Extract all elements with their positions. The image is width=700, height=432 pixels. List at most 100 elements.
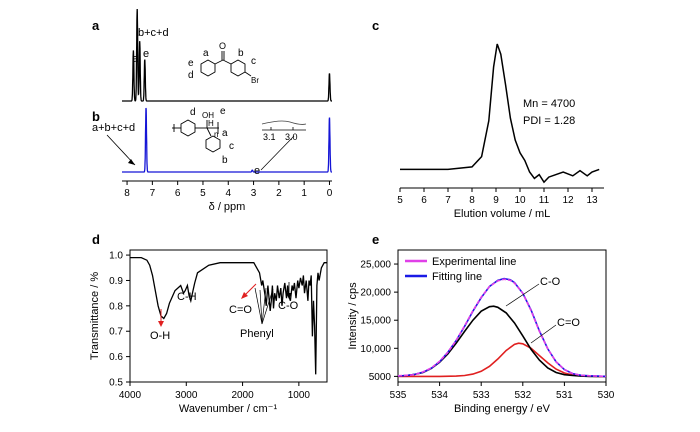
panel-label-d: d [92, 232, 100, 247]
nmr-a-series-line [122, 8, 332, 102]
ftir-x-tick-label-1: 3000 [175, 390, 198, 401]
xps-legend-label-fitting: Fitting line [432, 271, 482, 283]
ftir-y-tick-label-3: 0.8 [109, 301, 123, 312]
gpc-x-tick-label-6: 11 [539, 195, 550, 206]
ftir-x-tick-label-3: 1000 [288, 390, 311, 401]
nmr-a-annotation-a: a [132, 53, 139, 65]
ftir-annotation-phenyl: Phenyl [240, 328, 274, 340]
xps-annotation-c-double-o: C=O [557, 317, 580, 329]
ftir-plot-frame [129, 249, 328, 383]
ftir-oh-arrowhead [158, 321, 164, 327]
molecule-polymer [172, 119, 221, 153]
nmr-spectrum-b: 8 7 6 5 4 3 2 1 0 δ / ppm a+b+c+d e 3.1 3.0 [92, 106, 333, 213]
ftir-annotation-ch: C-H [177, 291, 197, 303]
ftir-y-tick-label-0: 0.5 [109, 378, 123, 389]
ftir-y-tick-label-4: 0.9 [109, 276, 123, 287]
nmr-x-axis-label: δ / ppm [209, 201, 246, 213]
ftir-co-arrowhead [241, 292, 248, 299]
nmr-a-annotation-bcd: b+c+d [138, 27, 169, 39]
nmr-x-tick-label-8: 0 [327, 188, 333, 199]
nmr-a-annotation-e: e [143, 48, 149, 60]
molecule-b-label-b: b [222, 155, 228, 166]
xps-y-tick-label-1: 10,000 [360, 344, 391, 355]
gpc-x-tick-label-3: 8 [469, 195, 475, 206]
molecule-a-label-e: e [188, 58, 194, 69]
nmr-inset [261, 120, 307, 131]
xps-x-tick-label-4: 531 [556, 390, 573, 401]
ftir-y-tick-label-2: 0.7 [109, 327, 123, 338]
molecule-4-bromobenzophenone [200, 51, 252, 77]
nmr-b-annotation-abcd: a+b+c+d [92, 122, 135, 134]
gpc-series-line [400, 43, 600, 184]
nmr-b-annotation-e: e [254, 165, 260, 177]
ftir-y-axis-label: Transmittance / % [89, 272, 101, 360]
nmr-x-tick-label-0: 8 [124, 188, 130, 199]
molecule-a-label-d: d [188, 70, 194, 81]
ftir-chart: 4000 3000 2000 1000 0.5 0.6 0.7 0.8 0.9 1.0 Waven… [89, 249, 328, 415]
nmr-x-tick-label-4: 4 [225, 188, 231, 199]
molecule-b-label-e: e [220, 106, 226, 117]
molecule-a-label-b: b [238, 48, 244, 59]
molecule-b-label-d: d [190, 107, 196, 118]
gpc-x-tick-label-7: 12 [562, 195, 574, 206]
nmr-x-tick-label-5: 3 [251, 188, 257, 199]
gpc-x-tick-label-0: 5 [397, 195, 403, 206]
molecule-b-label-h: H [208, 119, 214, 128]
molecule-a-label-br: Br [251, 76, 259, 85]
ftir-annotation-c-double-o: C=O [229, 304, 252, 316]
xps-x-tick-label-0: 535 [390, 390, 407, 401]
nmr-x-tick-label-1: 7 [150, 188, 156, 199]
xps-annotation-c-single-o: C-O [540, 276, 561, 288]
xps-x-tick-label-3: 532 [514, 390, 531, 401]
nmr-b-annotation-e-line [260, 135, 295, 171]
ftir-phenyl-arrow-1 [254, 287, 263, 325]
xps-legend-label-experimental: Experimental line [432, 256, 516, 268]
nmr-x-tick-label-6: 2 [276, 188, 282, 199]
molecule-b-label-n: n [214, 130, 218, 139]
xps-c-double-o-leader [530, 324, 557, 344]
gpc-annotation-pdi: PDI = 1.28 [523, 115, 575, 127]
xps-x-tick-label-2: 533 [473, 390, 490, 401]
xps-y-tick-label-3: 20,000 [360, 288, 391, 299]
ftir-x-tick-label-0: 4000 [119, 390, 142, 401]
xps-y-axis-label: Intensity / cps [347, 282, 359, 350]
gpc-x-ticks: 5 6 7 8 9 10 11 12 13 [397, 188, 598, 206]
ftir-phenyl-arrow-2 [259, 289, 263, 325]
nmr-inset-tick-3-0: 3.0 [285, 132, 298, 142]
xps-y-tick-label-4: 25,000 [360, 260, 391, 271]
molecule-b-label-oh: OH [202, 111, 214, 120]
ftir-phenyl-arrow-3 [261, 287, 267, 325]
ftir-c-o-arrowhead [286, 293, 292, 299]
xps-series-lines [397, 277, 607, 378]
xps-c-o-leader [505, 283, 540, 307]
panel-label-b: b [92, 109, 100, 124]
ftir-annotation-oh: O-H [150, 330, 170, 342]
panel-label-c: c [372, 18, 379, 33]
ftir-x-tick-label-2: 2000 [231, 390, 254, 401]
nmr-b-series-line [122, 107, 332, 173]
gpc-x-tick-label-1: 6 [421, 195, 427, 206]
ftir-annotation-c-single-o: C-O [278, 300, 299, 312]
panel-label-a: a [92, 18, 100, 33]
molecule-a-label-c: c [251, 56, 256, 67]
nmr-x-tick-label-7: 1 [301, 188, 307, 199]
xps-x-axis-label: Binding energy / eV [454, 403, 551, 415]
xps-x-tick-label-5: 530 [598, 390, 615, 401]
molecule-b-label-c: c [229, 141, 234, 152]
panel-label-e: e [372, 232, 379, 247]
xps-y-tick-label-0: 5000 [369, 372, 392, 383]
xps-plot-frame [397, 249, 607, 383]
nmr-x-ticks: 8 7 6 5 4 3 2 1 0 [124, 181, 333, 199]
molecule-a-label-o: O [219, 41, 226, 51]
nmr-x-tick-label-2: 6 [175, 188, 181, 199]
xps-series-line-0 [397, 278, 607, 378]
ftir-ticks: 4000 3000 2000 1000 0.5 0.6 0.7 0.8 0.9 1.0 [109, 251, 310, 401]
nmr-b-arrowhead [128, 159, 135, 165]
gpc-annotation-mn: Mn = 4700 [523, 98, 575, 110]
nmr-spectrum-a: b+c+d a e a b c d e O Br [122, 8, 332, 102]
molecule-a-label-a: a [203, 48, 209, 59]
gpc-chart: 5 6 7 8 9 10 11 12 13 Elution volume / mL Mn = 4… [397, 43, 604, 220]
xps-chart: 535 534 533 532 531 530 5000 10,000 15,000 20,000… [347, 249, 615, 415]
gpc-x-tick-label-8: 13 [586, 195, 598, 206]
